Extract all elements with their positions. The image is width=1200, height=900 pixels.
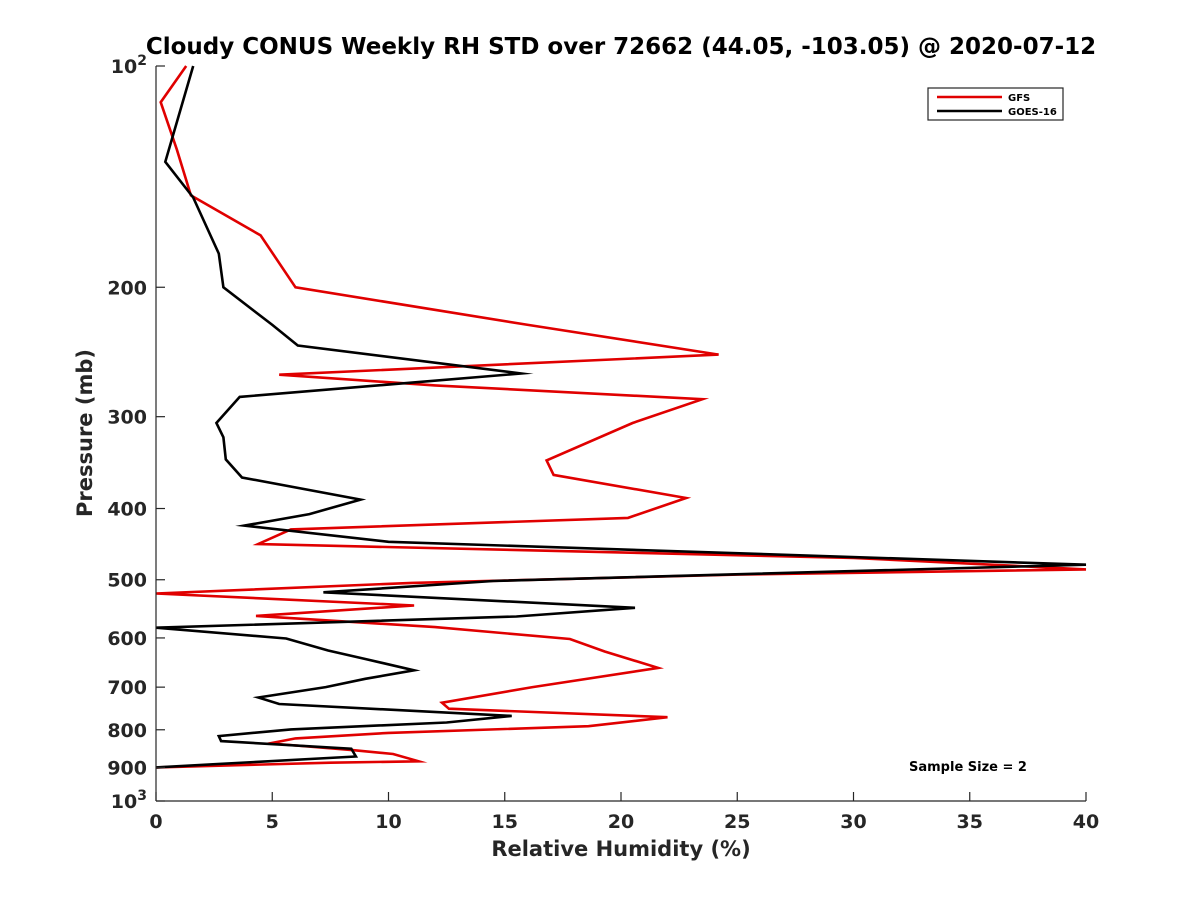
y-tick-label: 200 xyxy=(107,277,147,299)
y-tick-label: 700 xyxy=(107,677,147,699)
y-tick-label: 500 xyxy=(107,570,147,592)
series-line-goes-16 xyxy=(155,65,1087,769)
x-tick-label: 0 xyxy=(149,811,162,833)
x-tick-label: 40 xyxy=(1073,811,1099,833)
legend-label: GFS xyxy=(1008,93,1030,104)
series-layer xyxy=(155,65,1087,769)
x-tick-label: 5 xyxy=(266,811,279,833)
legend-box xyxy=(927,87,1064,121)
x-axis-ticks: 0 5 10 15 20 25 30 35 40 xyxy=(149,792,1099,833)
x-tick-label: 25 xyxy=(724,811,750,833)
y-tick-label: 600 xyxy=(107,628,147,650)
x-tick-label: 10 xyxy=(375,811,401,833)
y-axis-ticks: 102 200 300 400 500 600 700 800 900 103 xyxy=(107,53,165,813)
y-tick-label: 102 xyxy=(111,53,147,78)
y-tick-label: 300 xyxy=(107,407,147,429)
y-tick-label: 103 xyxy=(111,788,147,813)
y-tick-label: 900 xyxy=(107,757,147,779)
plot-area xyxy=(156,66,1086,801)
x-tick-label: 35 xyxy=(957,811,983,833)
y-tick-label: 400 xyxy=(107,499,147,521)
chart-title: Cloudy CONUS Weekly RH STD over 72662 (4… xyxy=(146,34,1096,60)
y-tick-label: 800 xyxy=(107,720,147,742)
legend: GFS GOES-16 xyxy=(927,87,1064,121)
sample-size-annotation: Sample Size = 2 xyxy=(909,760,1027,775)
x-tick-label: 15 xyxy=(492,811,518,833)
legend-label: GOES-16 xyxy=(1008,107,1057,118)
x-axis-label: Relative Humidity (%) xyxy=(491,837,750,861)
x-tick-label: 20 xyxy=(608,811,634,833)
x-tick-label: 30 xyxy=(840,811,866,833)
y-axis-label: Pressure (mb) xyxy=(73,349,97,517)
